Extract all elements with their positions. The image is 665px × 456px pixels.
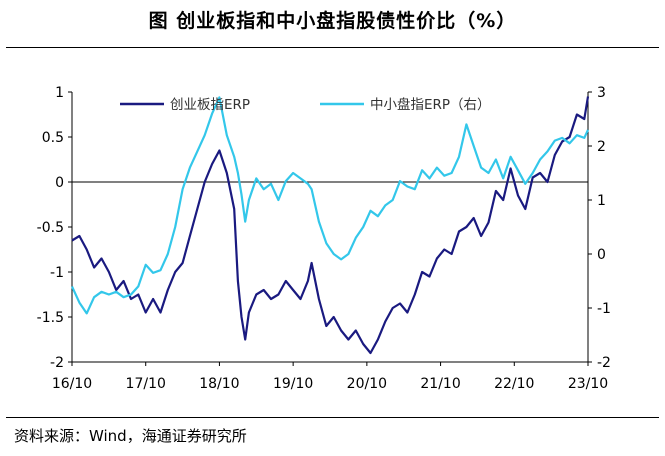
right-tick-label: 0 [597,247,606,263]
left-tick-label: 1 [55,85,64,101]
title-divider [6,47,659,48]
source-note: 资料来源：Wind，海通证券研究所 [14,427,247,445]
x-tick-label: 16/10 [52,376,92,392]
x-tick-label: 18/10 [199,376,239,392]
right-tick-label: -2 [597,355,611,371]
page-title: 图 创业板指和中小盘指股债性价比（%） [148,10,517,32]
x-tick-label: 20/10 [347,376,387,392]
right-tick-label: 3 [597,85,606,101]
right-tick-label: 2 [597,139,606,155]
left-tick-label: 0 [55,175,64,191]
left-tick-label: -1.5 [37,310,64,326]
x-tick-label: 23/10 [568,376,608,392]
chart-series [70,96,590,355]
right-tick-label: 1 [597,193,606,209]
chart-axes: 1 0.5 0 -0.5 -1 -1.5 -2 3 2 1 0 -1 -2 16/10 17/10 18/10… [37,85,611,392]
left-tick-label: -0.5 [37,220,64,236]
x-tick-label: 19/10 [273,376,313,392]
left-tick-label: -2 [50,355,64,371]
right-tick-label: -1 [597,301,611,317]
x-tick-label: 17/10 [126,376,166,392]
left-tick-label: -1 [50,265,64,281]
x-tick-label: 21/10 [420,376,460,392]
series-line-chinext [71,96,590,355]
left-tick-label: 0.5 [42,130,64,146]
x-tick-label: 22/10 [494,376,534,392]
chart-legend: 创业板指ERP 中小盘指ERP（右） [120,96,491,113]
legend-label: 中小盘指ERP（右） [370,96,491,113]
source-divider [6,417,659,418]
series-line-smallmid [70,96,590,315]
legend-label: 创业板指ERP [170,97,250,113]
